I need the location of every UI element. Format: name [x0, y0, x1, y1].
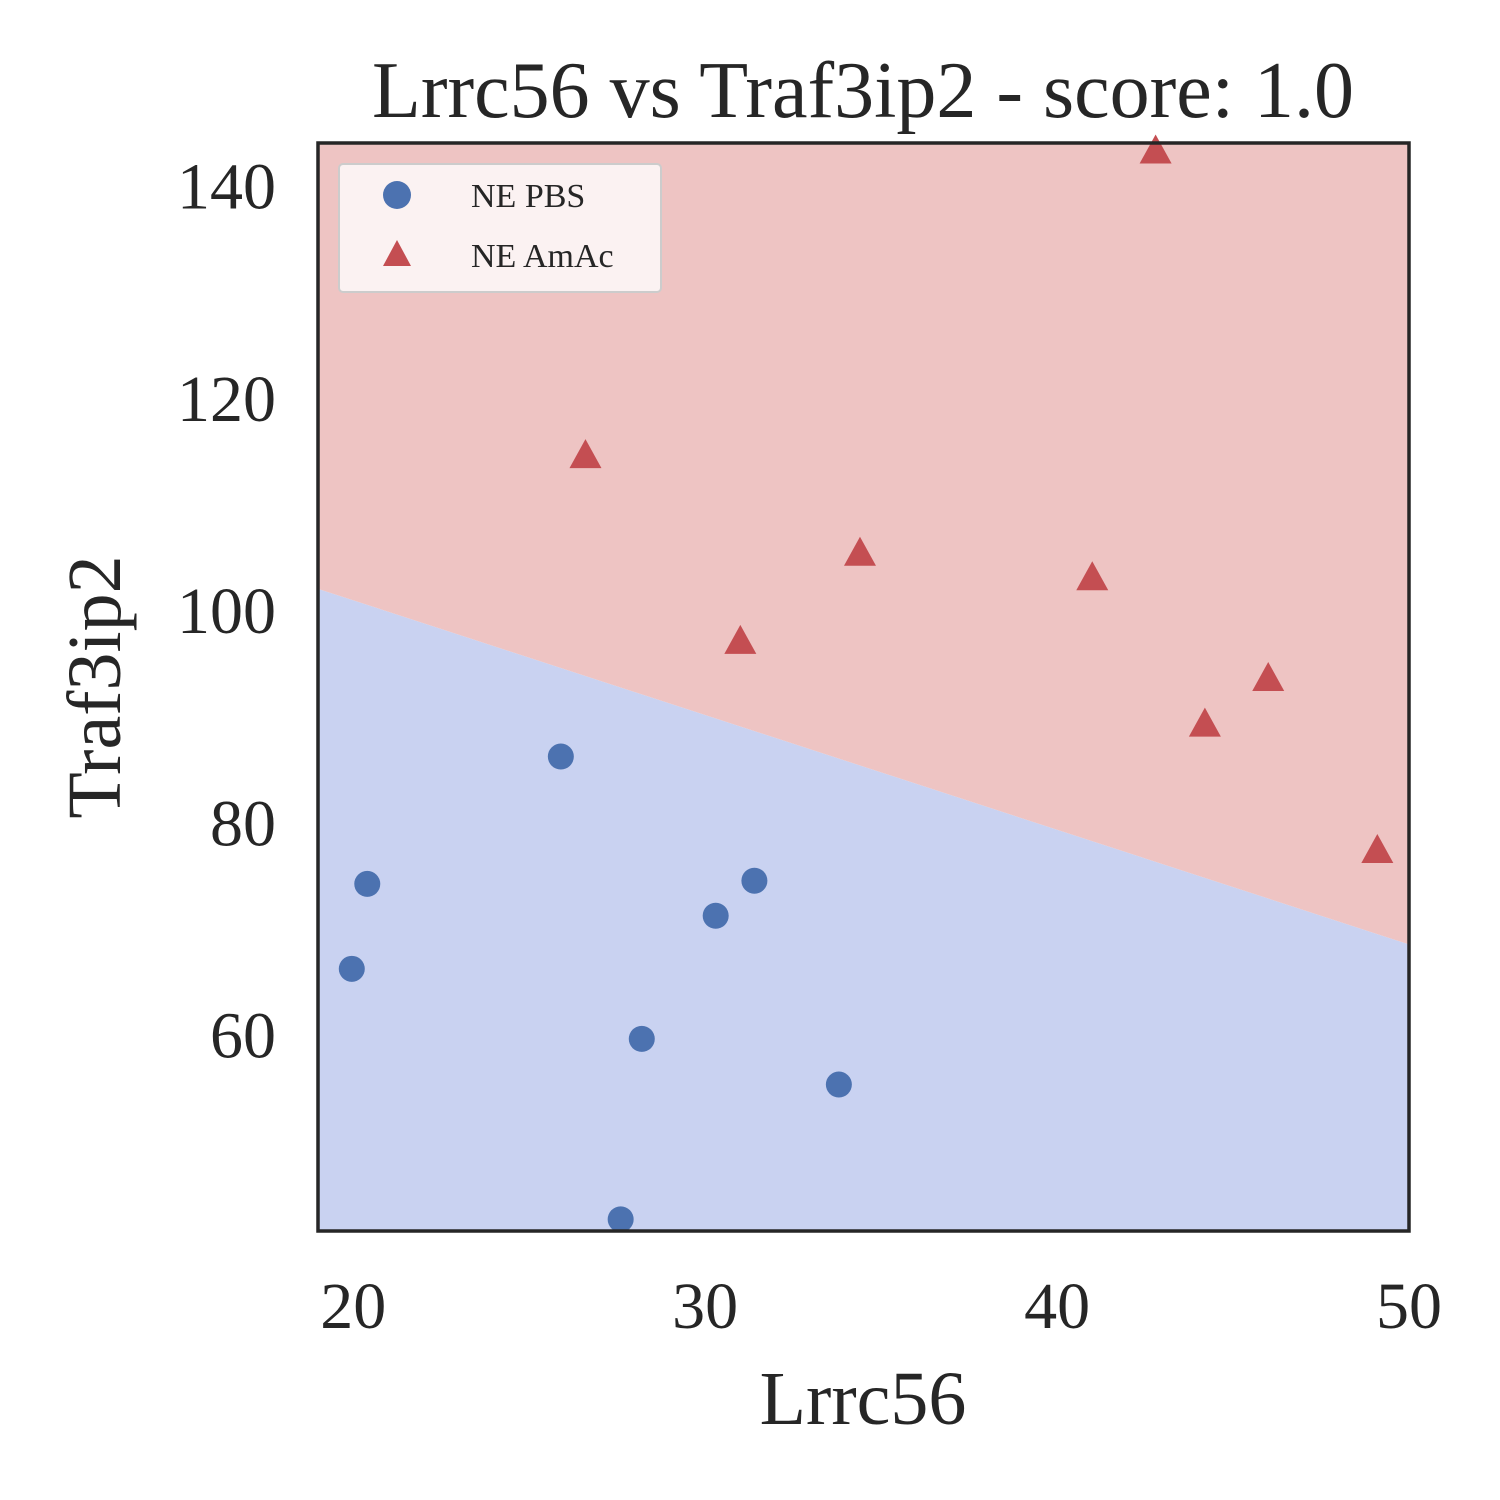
x-tick-label-20: 20: [320, 1270, 386, 1343]
point-ne-pbs-6: [741, 867, 768, 894]
y-tick-label-140: 140: [177, 150, 276, 223]
region-ne-pbs: [318, 588, 1409, 1231]
x-tick-label-50: 50: [1376, 1270, 1442, 1343]
point-ne-pbs-3: [607, 1206, 634, 1233]
point-ne-pbs-2: [547, 743, 574, 770]
x-axis-ticks: 20 30 40 50: [320, 1270, 1442, 1343]
y-tick-label-100: 100: [177, 575, 276, 648]
x-tick-label-30: 30: [672, 1270, 738, 1343]
point-ne-amac-3: [1076, 561, 1109, 591]
point-ne-amac-7: [1361, 833, 1394, 863]
point-ne-amac-1: [724, 624, 757, 654]
plot-area: [318, 134, 1409, 1233]
legend: NE PBS NE AmAc: [338, 163, 662, 293]
point-ne-pbs-1: [354, 870, 381, 897]
y-tick-label-120: 120: [177, 363, 276, 436]
y-axis-label: Traf3ip2: [53, 555, 137, 818]
legend-box: [338, 163, 662, 293]
chart-title: Lrrc56 vs Traf3ip2 - score: 1.0: [372, 47, 1354, 135]
point-ne-amac-5: [1188, 707, 1221, 737]
point-ne-amac-0: [569, 439, 602, 469]
x-axis-label: Lrrc56: [760, 1357, 967, 1441]
y-tick-label-80: 80: [210, 787, 276, 860]
point-ne-pbs-5: [702, 902, 729, 929]
legend-marker-ne-pbs: [383, 181, 411, 209]
point-ne-amac-4: [1139, 134, 1172, 164]
y-axis-ticks: 60 80 100 120 140: [177, 150, 276, 1072]
legend-marker-ne-amac: [383, 240, 411, 266]
plot-frame: [316, 141, 1411, 1233]
y-tick-label-60: 60: [210, 1000, 276, 1073]
point-ne-amac-6: [1252, 662, 1285, 692]
point-ne-pbs-7: [825, 1071, 852, 1098]
legend-label-ne-amac: NE AmAc: [471, 238, 614, 275]
x-tick-label-40: 40: [1024, 1270, 1090, 1343]
data-points: [338, 134, 1394, 1233]
legend-label-ne-pbs: NE PBS: [471, 178, 585, 215]
point-ne-pbs-4: [628, 1025, 655, 1052]
point-ne-pbs-0: [338, 955, 365, 982]
point-ne-amac-2: [843, 536, 876, 566]
